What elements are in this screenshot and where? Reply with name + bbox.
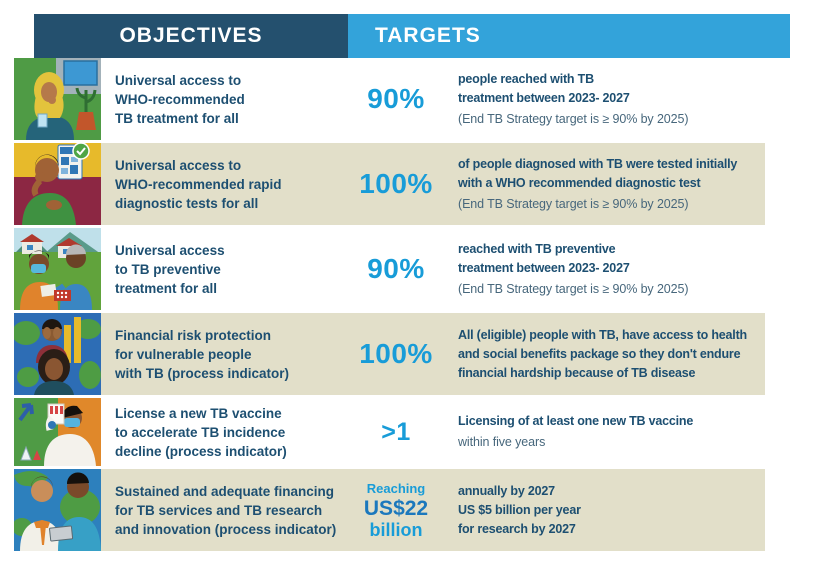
target-description-column: of people diagnosed with TB were tested … [452, 155, 765, 214]
target-value: 90% [367, 253, 425, 284]
target-description: of people diagnosed with TB were tested … [458, 156, 738, 190]
table-row-financing: Sustained and adequate financing for TB … [14, 469, 765, 551]
woman-taking-tb-treatment-illustration [14, 58, 101, 140]
row-content: Universal access to WHO-recommended TB t… [101, 58, 765, 140]
target-note: (End TB Strategy target is ≥ 90% by 2025… [458, 281, 689, 296]
target-note: within five years [458, 435, 546, 449]
targets-header: TARGETS [348, 14, 790, 58]
target-value: >1 [381, 418, 411, 446]
objective-text: Universal access to TB preventive treatm… [115, 242, 225, 296]
tb-vaccine-research-lab-illustration [14, 398, 101, 466]
target-value-prefix: Reaching [366, 480, 426, 496]
community-tb-preventive-treatment-illustration [14, 228, 101, 310]
table-row-tb-treatment: Universal access to WHO-recommended TB t… [14, 58, 765, 140]
objective-text: Universal access to WHO-recommended rapi… [115, 157, 282, 211]
target-value: 100% [359, 338, 433, 369]
person-coughing-rapid-diagnostic-test-illustration [14, 143, 101, 225]
health-workers-financing-illustration [14, 469, 101, 551]
target-description: reached with TB preventive treatment bet… [458, 241, 630, 275]
table-header: OBJECTIVES TARGETS [34, 14, 790, 58]
objective-text: License a new TB vaccine to accelerate T… [115, 405, 287, 459]
table-row-preventive-treatment: Universal access to TB preventive treatm… [14, 228, 765, 310]
target-note: (End TB Strategy target is ≥ 90% by 2025… [458, 111, 689, 126]
target-value-column: 100% [340, 339, 452, 369]
target-description-column: All (eligible) people with TB, have acce… [452, 326, 765, 383]
target-value-column: 90% [340, 84, 452, 114]
target-value-suffix: billion [369, 519, 423, 540]
row-content: License a new TB vaccine to accelerate T… [101, 398, 765, 466]
table-row-rapid-diagnostics: Universal access to WHO-recommended rapi… [14, 143, 765, 225]
target-value-column: Reaching US$22 billion [340, 481, 452, 540]
target-value: US$22 [363, 496, 429, 520]
target-description-column: reached with TB preventive treatment bet… [452, 240, 765, 299]
target-value-column: 90% [340, 254, 452, 284]
objective-text: Sustained and adequate financing for TB … [115, 483, 337, 537]
targets-header-label: TARGETS [375, 24, 481, 47]
target-description: Licensing of at least one new TB vaccine [458, 414, 694, 428]
target-note: (End TB Strategy target is ≥ 90% by 2025… [458, 196, 689, 211]
target-value-column: 100% [340, 169, 452, 199]
target-description-column: annually by 2027 US $5 billion per year … [452, 482, 765, 539]
target-value-column: >1 [340, 417, 452, 447]
row-content: Universal access to TB preventive treatm… [101, 228, 765, 310]
target-value: 90% [367, 83, 425, 114]
target-description: annually by 2027 US $5 billion per year … [458, 483, 581, 536]
target-description: All (eligible) people with TB, have acce… [458, 327, 747, 380]
row-content: Financial risk protection for vulnerable… [101, 313, 765, 395]
financial-hardship-protection-illustration [14, 313, 101, 395]
objective-text: Universal access to WHO-recommended TB t… [115, 72, 245, 126]
objectives-header-label: OBJECTIVES [119, 24, 263, 47]
objectives-header: OBJECTIVES [34, 14, 348, 58]
target-description: people reached with TB treatment between… [458, 71, 630, 105]
table-row-new-vaccine: License a new TB vaccine to accelerate T… [14, 398, 765, 466]
row-content: Universal access to WHO-recommended rapi… [101, 143, 765, 225]
target-description-column: Licensing of at least one new TB vaccine… [452, 412, 765, 452]
row-content: Sustained and adequate financing for TB … [101, 469, 765, 551]
target-description-column: people reached with TB treatment between… [452, 70, 765, 129]
objective-text: Financial risk protection for vulnerable… [115, 327, 290, 381]
target-value: 100% [359, 168, 433, 199]
table-row-financial-protection: Financial risk protection for vulnerable… [14, 313, 765, 395]
